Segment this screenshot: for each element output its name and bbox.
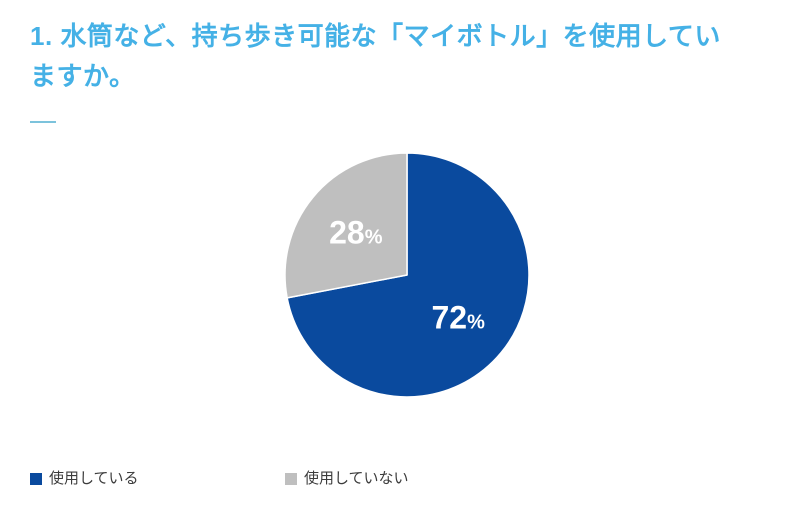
pie-slice-0: [286, 152, 530, 398]
question-title: 1. 水筒など、持ち歩き可能な「マイボトル」を使用していますか。: [30, 21, 721, 91]
pie-chart: 72% 28%: [284, 152, 530, 398]
legend-label-used: 使用している: [49, 470, 139, 487]
legend-swatch-not-used-icon: [285, 473, 297, 485]
pie-slice-1: [284, 152, 408, 299]
title-underline: [30, 121, 56, 123]
legend-item-used: 使用している: [30, 471, 285, 487]
pie-slice-label-0: 72%: [432, 299, 486, 335]
chart-legend: 使用している 使用していない: [30, 471, 540, 487]
legend-label-not-used: 使用していない: [304, 470, 409, 487]
legend-swatch-used-icon: [30, 473, 42, 485]
pie-slice-label-1: 28%: [329, 215, 383, 251]
legend-item-not-used: 使用していない: [285, 471, 540, 487]
